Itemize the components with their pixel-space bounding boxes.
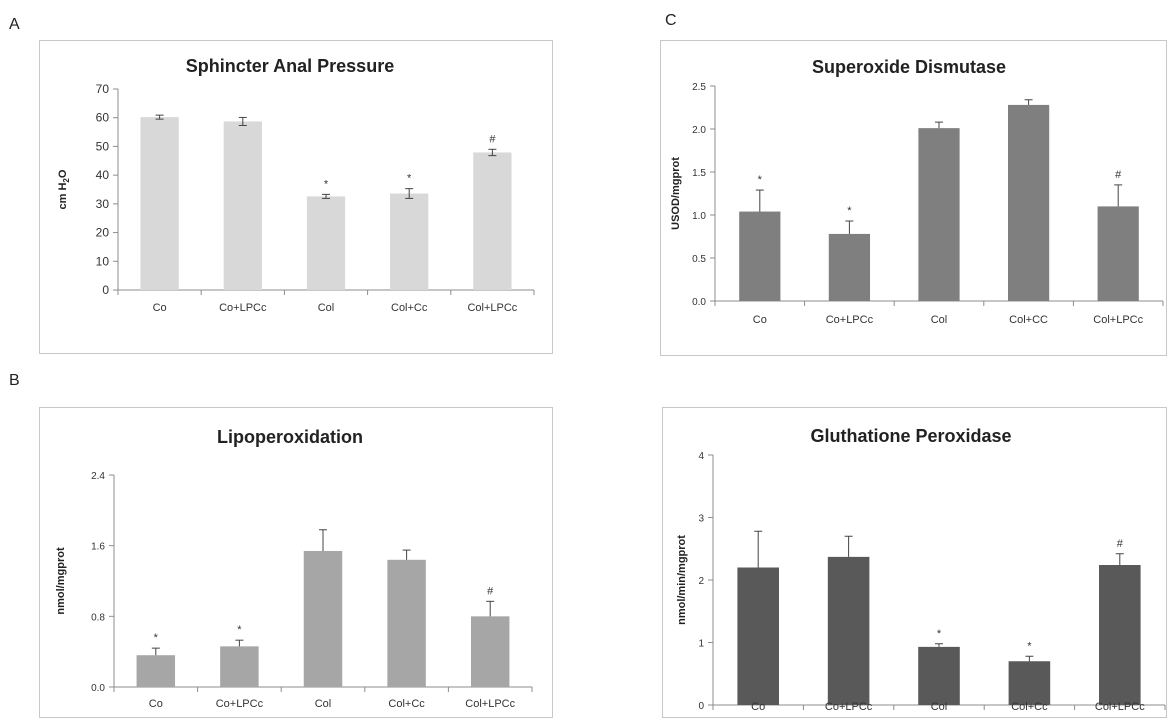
y-tick-label: 10	[96, 254, 110, 268]
y-axis-label: cm H2O	[57, 169, 71, 209]
y-tick-label: 1.6	[91, 542, 105, 553]
y-tick-label: 0	[698, 701, 704, 712]
y-tick-label: 0.0	[692, 297, 706, 308]
category-label: Co+LPCc	[219, 302, 267, 314]
category-label: Col+LPCc	[465, 698, 515, 710]
y-tick-label: 0.5	[692, 254, 706, 265]
category-label: Col+Cc	[391, 302, 428, 314]
bar-col-plus-lpcc	[1097, 206, 1139, 301]
bar-co-plus-lpcc	[827, 556, 870, 705]
lipoperoxidation-chart-panel: Lipoperoxidation 0.0 0.8 1.6 2.4 * Co * Co+LPCc C…	[39, 407, 553, 718]
significance-marker: *	[324, 178, 329, 190]
panel-letter-b: B	[9, 372, 20, 389]
y-tick-label: 2.5	[692, 82, 706, 93]
chart-title: Lipoperoxidation	[217, 427, 363, 447]
bar-co	[140, 117, 179, 290]
bar-col-plus-lpcc	[473, 152, 512, 290]
y-tick-label: 3	[698, 514, 704, 525]
bar-col	[306, 196, 346, 290]
y-tick-label: 0.8	[91, 612, 105, 623]
significance-marker: #	[489, 133, 496, 145]
superoxide-dismutase-chart-panel: Superoxide Dismutase 0.0 0.5 1.0 1.5 2.0 2.5 * C…	[660, 40, 1167, 356]
category-label: Co+LPCc	[825, 701, 873, 713]
significance-marker: #	[1115, 169, 1122, 181]
bar-co-plus-lpcc	[220, 646, 259, 687]
bar-col-plus-cc	[1008, 661, 1051, 705]
category-label: Co	[149, 698, 163, 710]
bar-col-plus-cc	[1007, 104, 1050, 301]
category-label: Col+CC	[1009, 314, 1048, 326]
y-tick-label: 2	[698, 576, 704, 587]
category-label: Co+LPCc	[826, 314, 874, 326]
significance-marker: *	[154, 632, 159, 644]
y-axis-label: USOD/mgprot	[670, 157, 682, 230]
significance-marker: #	[487, 585, 494, 597]
bar-co	[136, 655, 176, 687]
bar-col	[303, 550, 343, 687]
chart-title: Sphincter Anal Pressure	[186, 56, 394, 76]
significance-marker: *	[847, 205, 852, 217]
category-label: Col+LPCc	[1093, 314, 1143, 326]
significance-marker: *	[407, 173, 412, 185]
bar-col	[918, 128, 960, 301]
significance-marker: *	[758, 174, 763, 186]
chart-title: Gluthatione Peroxidase	[810, 426, 1011, 446]
y-tick-label: 30	[96, 197, 110, 211]
y-tick-label: 1.5	[692, 168, 706, 179]
category-label: Co	[753, 314, 767, 326]
y-tick-label: 40	[96, 168, 110, 182]
y-tick-label: 50	[96, 139, 110, 153]
bar-col-plus-lpcc	[1099, 565, 1141, 705]
y-tick-label: 1	[698, 639, 704, 650]
gluthatione-peroxidase-chart-panel: Gluthatione Peroxidase 0 1 2 3 4 Co Co+LPCc * Col…	[662, 407, 1167, 718]
bar-co-plus-lpcc	[828, 233, 871, 301]
bar-co-plus-lpcc	[223, 121, 262, 290]
y-tick-label: 4	[698, 451, 704, 462]
superoxide-dismutase-chart: Superoxide Dismutase 0.0 0.5 1.0 1.5 2.0 2.5 * C…	[670, 57, 1164, 326]
bar-col-plus-lpcc	[470, 616, 510, 687]
y-tick-label: 2.0	[692, 125, 706, 136]
category-label: Co	[751, 701, 765, 713]
significance-marker: #	[1117, 538, 1124, 550]
panel-letter-a: A	[9, 16, 20, 33]
category-label: Col+LPCc	[1095, 701, 1145, 713]
category-label: Co	[153, 302, 167, 314]
y-tick-label: 70	[96, 82, 110, 96]
y-tick-label: 2.4	[91, 471, 105, 482]
y-tick-label: 1.0	[692, 211, 706, 222]
bar-col	[918, 646, 960, 705]
sphincter-chart: Sphincter Anal Pressure 0 10 20 30 40 50 60 70 Co…	[57, 56, 535, 314]
bar-co	[737, 567, 779, 705]
significance-marker: *	[937, 628, 942, 640]
y-axis-label: nmol/mgprot	[55, 547, 67, 615]
y-tick-label: 0.0	[91, 683, 105, 694]
category-label: Col	[315, 698, 332, 710]
bar-col-plus-cc	[390, 193, 429, 290]
category-label: Col	[318, 302, 335, 314]
y-tick-label: 20	[96, 226, 110, 240]
bar-co	[739, 211, 781, 301]
significance-marker: *	[237, 624, 242, 636]
significance-marker: *	[1027, 640, 1032, 652]
category-label: Col+Cc	[1011, 701, 1048, 713]
y-tick-label: 0	[102, 283, 109, 297]
category-label: Col	[931, 701, 948, 713]
category-label: Col+LPCc	[467, 302, 517, 314]
panel-letter-c: C	[665, 12, 677, 29]
gluthatione-peroxidase-chart: Gluthatione Peroxidase 0 1 2 3 4 Co Co+LPCc * Col…	[676, 426, 1166, 713]
lipoperoxidation-chart: Lipoperoxidation 0.0 0.8 1.6 2.4 * Co * Co+LPCc C…	[55, 427, 533, 710]
sphincter-chart-panel: Sphincter Anal Pressure 0 10 20 30 40 50 60 70 Co…	[39, 40, 553, 354]
category-label: Col+Cc	[388, 698, 425, 710]
y-tick-label: 60	[96, 111, 110, 125]
y-axis-label: nmol/min/mgprot	[676, 535, 688, 625]
chart-title: Superoxide Dismutase	[812, 57, 1006, 77]
bar-col-plus-cc	[387, 559, 426, 687]
category-label: Col	[931, 314, 948, 326]
category-label: Co+LPCc	[216, 698, 264, 710]
